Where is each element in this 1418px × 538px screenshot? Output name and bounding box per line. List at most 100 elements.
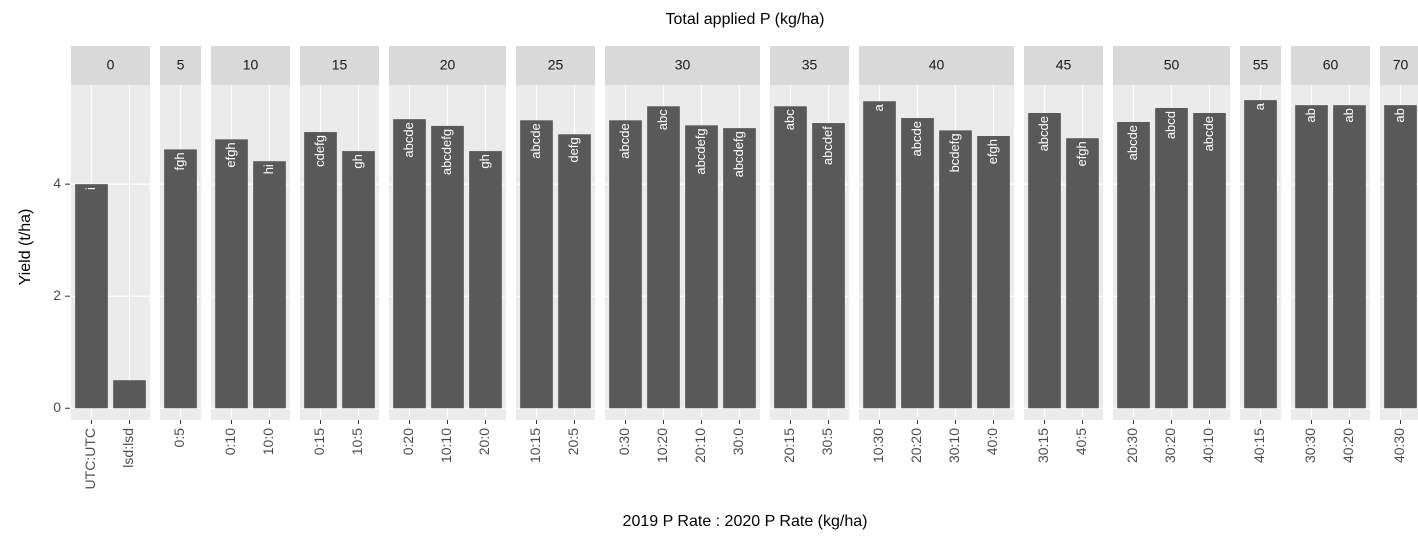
- x-tick-label: 10:5: [349, 428, 365, 455]
- value-label: gh: [350, 154, 365, 168]
- x-tick-label: 20:10: [692, 428, 708, 463]
- strip: [516, 46, 595, 85]
- strip: [389, 46, 506, 85]
- strip-label: 50: [1164, 57, 1180, 73]
- bar: [1155, 107, 1188, 409]
- value-label: abcdefg: [693, 128, 708, 174]
- bar: [977, 135, 1010, 409]
- bar: [1193, 113, 1226, 409]
- strip-label: 0: [107, 57, 115, 73]
- bar: [1117, 121, 1150, 409]
- strip-label: 20: [440, 57, 456, 73]
- strip-label: 15: [332, 57, 348, 73]
- value-label: efgh: [1074, 141, 1089, 166]
- bar: [520, 120, 553, 409]
- bar: [393, 119, 426, 409]
- value-label: abcde: [528, 123, 543, 158]
- bar: [1384, 105, 1417, 409]
- x-tick-label: 0:15: [311, 428, 327, 455]
- x-tick-label: 10:20: [654, 428, 670, 463]
- y-axis-title: Yield (t/ha): [17, 209, 34, 286]
- x-tick-label: 40:15: [1251, 428, 1267, 463]
- x-tick-label: 0:20: [400, 428, 416, 455]
- x-tick-label: 40:20: [1340, 428, 1356, 463]
- value-label: abcdefg: [439, 129, 454, 175]
- bar: [253, 161, 286, 409]
- x-tick-label: 40:10: [1200, 428, 1216, 463]
- value-label: ab: [1392, 108, 1407, 122]
- value-label: abc: [782, 109, 797, 130]
- value-label: i: [83, 187, 98, 190]
- chart-title: Total applied P (kg/ha): [666, 11, 825, 28]
- bar: [901, 118, 934, 409]
- x-tick-label: 40:30: [1391, 428, 1407, 463]
- x-tick-label: 30:5: [819, 428, 835, 455]
- value-label: efgh: [985, 139, 1000, 164]
- strip-label: 40: [929, 57, 945, 73]
- x-tick-label: 30:0: [730, 428, 746, 455]
- strip-label: 45: [1056, 57, 1072, 73]
- value-label: ab: [1341, 108, 1356, 122]
- x-tick-label: 10:0: [260, 428, 276, 455]
- value-label: efgh: [223, 142, 238, 167]
- bar: [164, 149, 197, 409]
- bar: [1295, 105, 1328, 409]
- bar: [431, 125, 464, 409]
- strip: [211, 46, 290, 85]
- strip: [1024, 46, 1103, 85]
- x-tick-label: 40:5: [1073, 428, 1089, 455]
- x-axis-title: 2019 P Rate : 2020 P Rate (kg/ha): [623, 513, 868, 530]
- bar: [774, 106, 807, 409]
- bar: [215, 139, 248, 409]
- strip-label: 30: [675, 57, 691, 73]
- strip-label: 55: [1253, 57, 1269, 73]
- value-label: gh: [477, 154, 492, 168]
- bar: [1028, 113, 1061, 409]
- value-label: fgh: [172, 152, 187, 170]
- strip: [160, 46, 201, 85]
- bar: [812, 123, 845, 409]
- strip-label: 10: [243, 57, 259, 73]
- strip: [859, 46, 1014, 85]
- value-label: abcde: [1125, 125, 1140, 160]
- x-tick-label: 10:15: [527, 428, 543, 463]
- bar: [609, 120, 642, 409]
- x-tick-label: 30:15: [1035, 428, 1051, 463]
- value-label: abcde: [617, 123, 632, 158]
- value-label: hi: [261, 164, 276, 174]
- x-tick-label: UTC:UTC: [82, 428, 98, 489]
- bar: [723, 128, 756, 409]
- value-label: abcde: [909, 121, 924, 156]
- value-label: abcdef: [820, 126, 835, 165]
- bar: [685, 125, 718, 409]
- strip-label: 25: [548, 57, 564, 73]
- strip: [1240, 46, 1281, 85]
- strip: [1291, 46, 1370, 85]
- bar: [469, 151, 502, 409]
- value-label: a: [1252, 102, 1267, 110]
- strip: [300, 46, 379, 85]
- strip-label: 35: [802, 57, 818, 73]
- x-tick-label: 40:0: [984, 428, 1000, 455]
- value-label: abcde: [1036, 116, 1051, 151]
- value-label: abcdefg: [731, 131, 746, 177]
- x-tick-label: 0:10: [222, 428, 238, 455]
- strip: [71, 46, 150, 85]
- value-label: a: [871, 103, 886, 111]
- strip-label: 5: [177, 57, 185, 73]
- x-tick-label: 20:30: [1124, 428, 1140, 463]
- bar: [113, 380, 146, 409]
- x-tick-label: 30:30: [1302, 428, 1318, 463]
- x-tick-label: lsd:lsd: [120, 428, 136, 468]
- x-tick-label: 20:5: [565, 428, 581, 455]
- x-tick-label: 10:30: [870, 428, 886, 463]
- value-label: abcde: [401, 122, 416, 157]
- bar: [304, 132, 337, 409]
- x-tick-label: 20:20: [908, 428, 924, 463]
- strip: [1113, 46, 1230, 85]
- strip-label: 70: [1393, 57, 1409, 73]
- x-tick-label: 10:10: [438, 428, 454, 463]
- y-tick-label: 0: [53, 399, 61, 415]
- x-tick-label: 20:0: [476, 428, 492, 455]
